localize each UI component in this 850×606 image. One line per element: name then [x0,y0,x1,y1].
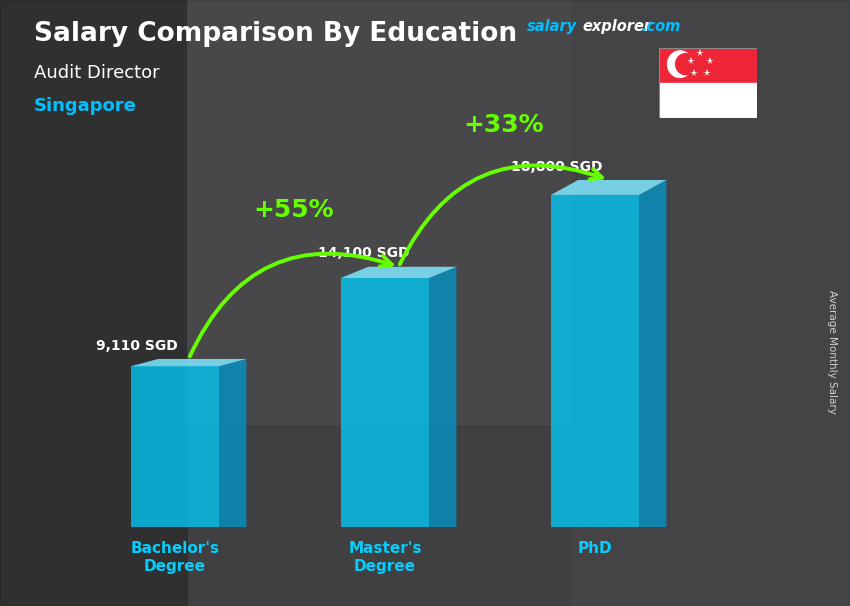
Polygon shape [639,180,666,527]
Polygon shape [131,366,219,527]
Polygon shape [341,278,429,527]
Polygon shape [131,359,246,366]
Text: Singapore: Singapore [34,97,137,115]
Text: Average Monthly Salary: Average Monthly Salary [827,290,837,413]
Circle shape [667,51,692,78]
Text: 9,110 SGD: 9,110 SGD [96,339,178,353]
Text: +33%: +33% [463,113,544,137]
Polygon shape [429,267,456,527]
Text: Salary Comparison By Education: Salary Comparison By Education [34,21,517,47]
Text: 14,100 SGD: 14,100 SGD [318,247,410,261]
Polygon shape [219,359,246,527]
Bar [570,0,850,606]
Text: Audit Director: Audit Director [34,64,160,82]
Text: explorer: explorer [582,19,651,35]
Polygon shape [551,180,666,195]
Bar [187,0,570,424]
Text: +55%: +55% [253,198,334,222]
Text: 18,800 SGD: 18,800 SGD [512,159,603,173]
Polygon shape [551,195,639,527]
Bar [659,84,756,118]
Bar [659,48,756,84]
Text: .com: .com [642,19,681,35]
Circle shape [676,54,695,75]
Text: salary: salary [527,19,577,35]
Bar [0,0,187,606]
Polygon shape [341,267,456,278]
